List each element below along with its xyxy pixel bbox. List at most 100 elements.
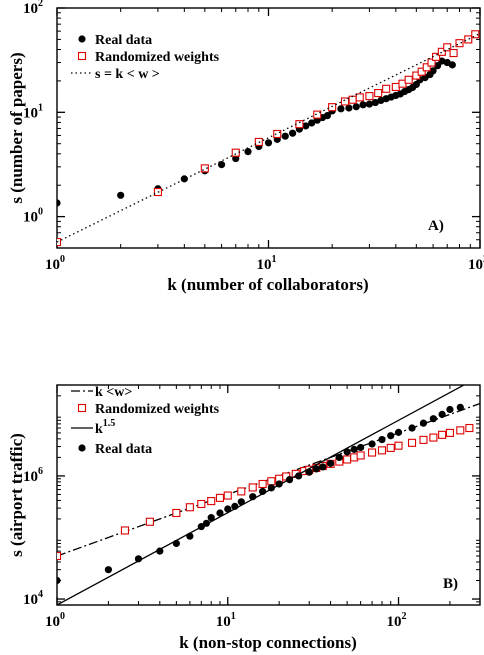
legend-symbol-0 (78, 35, 86, 43)
legend-label-2: k1.5 (95, 418, 115, 437)
data-point-3 (295, 472, 303, 480)
x-tick-exponent: 1 (231, 611, 236, 622)
x-tick-label: 101 (257, 254, 277, 273)
data-point-0 (244, 147, 252, 156)
legend-label-1: Randomized weights (95, 402, 220, 417)
panel-a: 100101102100101102k (number of collabora… (7, 0, 484, 294)
data-point-1 (422, 63, 431, 72)
data-point-1 (197, 499, 206, 509)
x-tick-base: 10 (216, 614, 231, 630)
x-tick-label: 101 (216, 611, 236, 630)
data-point-1 (57, 238, 62, 247)
data-point-1 (231, 148, 240, 157)
data-point-3 (319, 463, 327, 471)
data-point-3 (267, 484, 275, 492)
data-point-3 (57, 576, 61, 585)
data-point-3 (343, 448, 351, 456)
data-point-1 (172, 508, 181, 518)
x-axis-label: k (non-stop connections) (179, 633, 357, 652)
x-tick-exponent: 2 (402, 611, 407, 622)
data-point-1 (438, 430, 447, 439)
data-point-1 (365, 92, 374, 101)
data-point-1 (377, 446, 387, 455)
legend-label-0: Real data (95, 33, 152, 48)
x-tick-exponent: 0 (60, 254, 65, 265)
data-point-1 (429, 433, 438, 442)
data-point-3 (172, 539, 180, 548)
y-tick-exponent: 6 (38, 466, 43, 477)
y-tick-exponent: 0 (38, 207, 43, 218)
data-point-1 (145, 517, 154, 526)
data-point-1 (295, 120, 304, 129)
data-point-1 (449, 48, 458, 58)
data-point-3 (231, 502, 239, 510)
data-point-1 (273, 129, 282, 139)
data-point-3 (378, 435, 386, 444)
data-point-1 (258, 479, 267, 489)
data-point-1 (374, 88, 383, 98)
data-point-0 (359, 101, 367, 109)
data-point-0 (180, 175, 188, 183)
legend-label-0: k <w> (95, 385, 132, 400)
y-tick-label: 102 (23, 0, 43, 17)
x-tick-label: 100 (45, 611, 65, 630)
data-point-1 (267, 477, 276, 486)
data-point-3 (259, 487, 267, 496)
data-point-1 (437, 47, 446, 56)
legend-label-base: k (95, 422, 103, 437)
data-point-0 (371, 98, 379, 107)
data-point-0 (337, 105, 345, 113)
y-tick-label: 101 (23, 102, 43, 121)
data-point-1 (355, 93, 364, 102)
data-point-0 (352, 103, 360, 111)
x-tick-exponent: 1 (272, 254, 277, 265)
data-point-1 (215, 493, 224, 502)
data-point-3 (350, 445, 358, 453)
data-point-1 (443, 43, 452, 52)
data-point-0 (281, 132, 289, 140)
data-point-0 (345, 104, 353, 112)
x-tick-exponent: 0 (60, 611, 65, 622)
x-tick-base: 10 (387, 614, 402, 630)
data-point-1 (404, 75, 413, 84)
legend-symbol-1 (77, 51, 87, 61)
legend-label-1: Randomized weights (95, 50, 220, 65)
y-tick-base: 10 (23, 592, 38, 608)
data-point-3 (237, 498, 245, 506)
data-point-3 (186, 532, 194, 540)
data-point-1 (419, 435, 428, 444)
data-point-1 (455, 39, 464, 48)
data-point-1 (237, 487, 246, 496)
data-point-0 (429, 67, 437, 75)
data-point-3 (326, 459, 335, 467)
data-point-3 (156, 547, 164, 555)
y-axis-label: s (airport traffic) (7, 433, 26, 557)
y-tick-base: 10 (23, 1, 38, 17)
data-point-1 (417, 67, 426, 76)
data-point-0 (264, 139, 273, 147)
data-point-1 (120, 526, 130, 535)
y-tick-label: 104 (23, 589, 43, 608)
data-point-1 (427, 58, 436, 67)
data-point-1 (464, 35, 473, 44)
data-point-1 (340, 97, 350, 106)
y-tick-base: 10 (23, 105, 38, 121)
legend-label-3: Real data (95, 442, 152, 457)
legend-symbol-1 (77, 403, 87, 413)
x-axis-label: k (number of collaborators) (167, 275, 368, 294)
data-point-1 (223, 491, 232, 500)
legend-symbol-3 (78, 444, 86, 452)
data-point-3 (202, 519, 211, 527)
data-point-0 (308, 119, 316, 127)
data-point-3 (275, 480, 283, 488)
data-point-0 (57, 199, 61, 207)
data-point-0 (323, 111, 332, 120)
data-point-0 (365, 100, 374, 108)
data-point-1 (57, 551, 62, 561)
y-axis-label: s (number of papers) (7, 52, 26, 203)
data-point-3 (207, 514, 215, 522)
data-point-1 (471, 30, 480, 39)
panel-label: A) (428, 218, 444, 234)
